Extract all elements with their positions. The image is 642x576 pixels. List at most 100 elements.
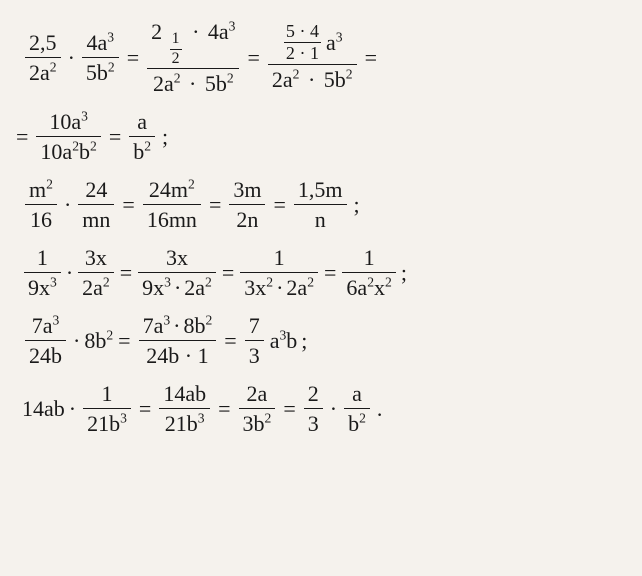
equation-line-5: 7a3 24b · 8b2 = 7a3·8b2 24b · 1 = 7 3 a3…	[22, 312, 620, 370]
numerator: 7a3·8b2	[139, 312, 217, 340]
equation-line-1: 2,5 2a2 · 4a3 5b2 = 2 1 2 · 4a3	[22, 18, 620, 98]
fraction-bar	[82, 57, 119, 58]
coefficient: 8b	[84, 328, 106, 353]
multiply-dot: ·	[68, 45, 75, 70]
fraction-bar	[25, 57, 61, 58]
fraction-bar	[78, 204, 114, 205]
exponent: 3	[120, 411, 127, 426]
multiply-dot: ·	[66, 260, 73, 285]
numerator: 1	[170, 31, 182, 48]
fraction: 24m2 16mn	[143, 176, 201, 234]
multiply-dot: ·	[308, 67, 315, 92]
fraction-bar	[83, 408, 131, 409]
fraction: 5 · 4 2 · 1 a3 2a2 · 5b2	[268, 22, 357, 93]
denominator: 2a2	[78, 274, 114, 302]
equals-sign: =	[365, 45, 377, 70]
numerator: 2 1 2 · 4a3	[147, 18, 239, 67]
fraction-bar	[139, 340, 217, 341]
term: 4a	[208, 19, 229, 44]
exponent: 2	[103, 275, 110, 290]
fraction-bar	[342, 272, 395, 273]
fraction-bar	[239, 408, 276, 409]
fraction-bar	[294, 204, 347, 205]
fraction-bar	[245, 340, 264, 341]
multiply-dot: ·	[64, 192, 71, 217]
denominator: 3b2	[239, 410, 276, 438]
fraction-bar	[344, 408, 370, 409]
term: 2a	[184, 275, 205, 300]
fraction: 7a3 24b	[25, 312, 66, 370]
equals-sign: =	[127, 45, 139, 70]
equals-sign: =	[222, 260, 234, 285]
numerator: 2a	[243, 380, 272, 408]
numerator: 5 · 4	[284, 22, 321, 41]
fraction-bar	[229, 204, 265, 205]
fraction-bar	[240, 272, 318, 273]
exponent: 3	[81, 108, 88, 123]
equals-sign: =	[120, 260, 132, 285]
exponent: 3	[336, 30, 343, 45]
equals-sign: =	[139, 396, 151, 421]
equals-sign: =	[118, 328, 130, 353]
equals-sign: =	[324, 260, 336, 285]
variable: a	[326, 30, 336, 55]
numerator: 1,5m	[294, 176, 347, 204]
fraction: 3x 2a2	[78, 244, 114, 302]
denominator: n	[311, 206, 330, 234]
term: 3x	[244, 275, 266, 300]
exponent: 2	[174, 71, 181, 86]
term: 10a	[40, 139, 72, 164]
multiply-dot: ·	[192, 19, 199, 44]
numerator: 24m2	[145, 176, 199, 204]
term: 5b	[324, 67, 346, 92]
exponent: 2	[188, 176, 195, 191]
fraction: 4a3 5b2	[82, 29, 119, 87]
term: 7a	[32, 313, 53, 338]
exponent: 2	[385, 275, 392, 290]
denominator: 16	[26, 206, 56, 234]
equation-line-6: 14ab · 1 21b3 = 14ab 21b3 = 2a 3b2 = 2 3…	[22, 380, 620, 438]
fraction-bar	[138, 272, 216, 273]
multiply-dot: ·	[330, 396, 337, 421]
fraction: a b2	[344, 380, 370, 438]
exponent: 2	[46, 176, 53, 191]
exponent: 3	[163, 312, 170, 327]
fraction: 1 9x3	[24, 244, 61, 302]
numerator: 24	[81, 176, 111, 204]
variable: a	[270, 328, 280, 353]
line-terminator: ;	[401, 260, 407, 285]
equals-sign: =	[122, 192, 134, 217]
exponent: 2	[205, 312, 212, 327]
term: 9x	[28, 275, 50, 300]
numerator: 1	[270, 244, 289, 272]
fraction-bar	[143, 204, 201, 205]
math-page: 2,5 2a2 · 4a3 5b2 = 2 1 2 · 4a3	[0, 0, 642, 466]
fraction-bar	[24, 272, 61, 273]
denominator: 3x2·2a2	[240, 274, 318, 302]
exponent: 3	[198, 411, 205, 426]
nested-fraction: 5 · 4 2 · 1	[284, 22, 321, 63]
exponent: 2	[359, 411, 366, 426]
fraction-bar	[147, 68, 239, 69]
fraction: 7 3	[245, 312, 264, 370]
numerator: m2	[25, 176, 57, 204]
term: m	[29, 177, 46, 202]
denominator: 2 · 1	[284, 44, 321, 63]
fraction: 3m 2n	[229, 176, 265, 234]
denominator: 2a2 · 5b2	[268, 66, 357, 94]
exponent: 2	[144, 139, 151, 154]
term: b	[79, 139, 90, 164]
denominator: 2	[170, 51, 182, 68]
equation-line-4: 1 9x3 · 3x 2a2 = 3x 9x3·2a2 = 1 3x2·2a2 …	[22, 244, 620, 302]
term: 21b	[165, 411, 198, 436]
fraction-bar	[25, 340, 66, 341]
exponent: 2	[266, 275, 273, 290]
numerator: 1	[98, 380, 117, 408]
exponent: 2	[293, 67, 300, 82]
fraction-bar	[304, 408, 323, 409]
fraction: 1 21b3	[83, 380, 131, 438]
term: 2a	[286, 275, 307, 300]
numerator: a	[348, 380, 366, 408]
fraction: 7a3·8b2 24b · 1	[139, 312, 217, 370]
numerator: 14ab	[159, 380, 210, 408]
